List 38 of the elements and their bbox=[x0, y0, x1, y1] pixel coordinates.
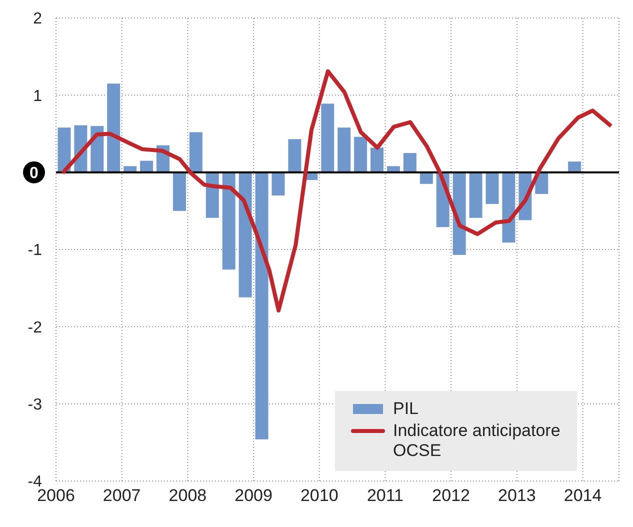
bar bbox=[222, 172, 236, 270]
x-tick-label: 2006 bbox=[37, 486, 75, 506]
bar bbox=[238, 172, 252, 298]
bar bbox=[469, 172, 482, 218]
x-tick-label: 2014 bbox=[564, 486, 602, 506]
bar bbox=[568, 162, 582, 172]
x-tick-label: 2013 bbox=[498, 486, 536, 506]
bar bbox=[107, 84, 120, 172]
y-tick-label: -3 bbox=[28, 396, 42, 414]
x-tick-label: 2009 bbox=[234, 486, 272, 506]
bar bbox=[403, 153, 416, 172]
bar bbox=[272, 172, 285, 196]
x-tick-label: 2008 bbox=[168, 486, 207, 506]
bar bbox=[486, 172, 499, 204]
y-tick-label: -1 bbox=[28, 242, 42, 260]
x-tick-label: 2011 bbox=[366, 486, 404, 506]
bar bbox=[420, 172, 433, 184]
bar bbox=[288, 139, 302, 172]
bar bbox=[189, 132, 202, 172]
y-tick-label: 1 bbox=[33, 88, 42, 105]
bar bbox=[255, 172, 268, 440]
y-tick-label: 0 bbox=[30, 164, 39, 182]
bar bbox=[370, 148, 384, 172]
line-series bbox=[60, 69, 614, 312]
bar bbox=[172, 172, 186, 211]
bar bbox=[140, 160, 154, 172]
x-tick-label: 2012 bbox=[432, 486, 470, 506]
bar bbox=[354, 136, 368, 172]
y-tick-label: 2 bbox=[33, 10, 42, 28]
legend-label: Indicatore anticipatore OCSE bbox=[393, 421, 561, 461]
bar bbox=[58, 128, 71, 172]
x-tick-label: 2010 bbox=[300, 486, 338, 506]
y-tick-label: -2 bbox=[28, 319, 42, 336]
bar bbox=[502, 172, 516, 243]
bar bbox=[338, 128, 351, 172]
bar bbox=[321, 104, 334, 172]
x-tick-label: 2007 bbox=[102, 486, 141, 506]
legend-label: PIL bbox=[393, 399, 419, 419]
